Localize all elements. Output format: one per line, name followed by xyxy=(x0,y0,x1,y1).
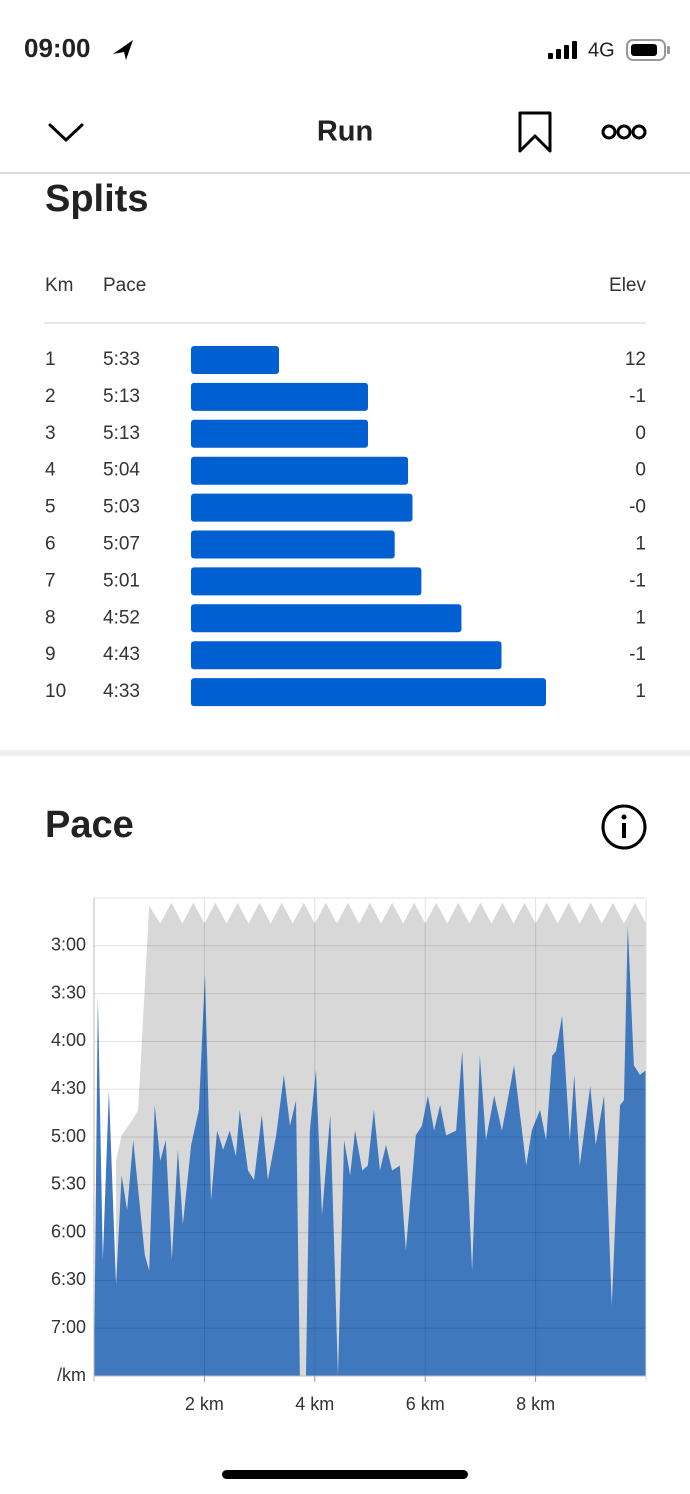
y-tick-label: 4:30 xyxy=(51,1078,86,1098)
y-tick-label: 4:00 xyxy=(51,1030,86,1050)
split-elev: 0 xyxy=(635,460,646,481)
split-bar xyxy=(191,493,413,522)
y-tick-label: 6:00 xyxy=(51,1221,86,1241)
split-pace: 5:07 xyxy=(103,534,140,555)
status-time: 09:00 xyxy=(24,33,91,63)
elev-header: Elev xyxy=(609,275,646,296)
y-tick-label: 3:30 xyxy=(51,982,86,1002)
split-pace: 5:13 xyxy=(103,423,140,444)
pace-header: Pace xyxy=(103,275,146,296)
split-elev: 12 xyxy=(625,349,646,370)
split-bar xyxy=(191,604,462,633)
y-tick-label: 3:00 xyxy=(51,935,86,955)
bookmark-button[interactable] xyxy=(518,111,552,153)
section-separator xyxy=(0,750,690,756)
split-elev: -1 xyxy=(629,644,646,665)
split-bar xyxy=(191,678,546,707)
split-pace: 5:13 xyxy=(103,386,140,407)
signal-icon xyxy=(548,41,577,59)
split-elev: 0 xyxy=(635,423,646,444)
split-pace: 5:04 xyxy=(103,460,140,481)
collapse-button[interactable] xyxy=(48,123,84,143)
split-bar xyxy=(191,346,279,374)
split-km: 5 xyxy=(45,497,56,518)
location-icon xyxy=(113,40,133,60)
split-km: 4 xyxy=(45,460,56,481)
split-elev: 1 xyxy=(635,607,646,628)
split-pace: 4:33 xyxy=(103,681,140,702)
split-bar xyxy=(191,382,368,411)
splits-title: Splits xyxy=(45,178,148,220)
battery-icon xyxy=(626,39,670,61)
y-tick-label: 7:00 xyxy=(51,1317,86,1337)
y-tick-label: 5:30 xyxy=(51,1174,86,1194)
split-pace: 5:03 xyxy=(103,497,140,518)
home-indicator xyxy=(222,1470,468,1479)
split-km: 7 xyxy=(45,570,56,591)
split-bar xyxy=(191,419,368,448)
more-button[interactable] xyxy=(601,124,647,140)
split-km: 8 xyxy=(45,607,56,628)
network-label: 4G xyxy=(588,39,615,61)
split-elev: -0 xyxy=(629,497,646,518)
pace-chart: 3:00 3:30 4:00 4:30 5:00 5:30 6:00 6:30 7:00/km 2… xyxy=(51,897,647,1414)
split-elev: 1 xyxy=(635,681,646,702)
split-km: 6 xyxy=(45,534,56,555)
x-tick-label: 8 km xyxy=(516,1394,555,1414)
pace-title: Pace xyxy=(45,804,134,846)
y-tick-label: 6:30 xyxy=(51,1269,86,1289)
split-bar xyxy=(191,641,502,670)
split-km: 1 xyxy=(45,349,56,370)
info-button[interactable] xyxy=(601,804,647,850)
split-elev: 1 xyxy=(635,534,646,555)
x-tick-label: 2 km xyxy=(185,1394,224,1414)
x-tick-label: 6 km xyxy=(406,1394,445,1414)
split-elev: -1 xyxy=(629,386,646,407)
y-tick-label: /km xyxy=(57,1365,86,1385)
pace-area xyxy=(94,925,646,1376)
split-pace: 5:33 xyxy=(103,349,140,370)
split-pace: 5:01 xyxy=(103,570,140,591)
split-km: 3 xyxy=(45,423,56,444)
split-km: 10 xyxy=(45,681,66,702)
split-pace: 4:52 xyxy=(103,607,140,628)
km-header: Km xyxy=(45,275,74,296)
split-bar xyxy=(191,567,422,596)
x-tick-label: 4 km xyxy=(295,1394,334,1414)
split-bar xyxy=(191,530,395,559)
split-elev: -1 xyxy=(629,570,646,591)
split-bar xyxy=(191,456,409,485)
split-km: 2 xyxy=(45,386,56,407)
y-tick-label: 5:00 xyxy=(51,1126,86,1146)
split-km: 9 xyxy=(45,644,56,665)
nav-title: Run xyxy=(317,116,373,148)
split-pace: 4:43 xyxy=(103,644,140,665)
